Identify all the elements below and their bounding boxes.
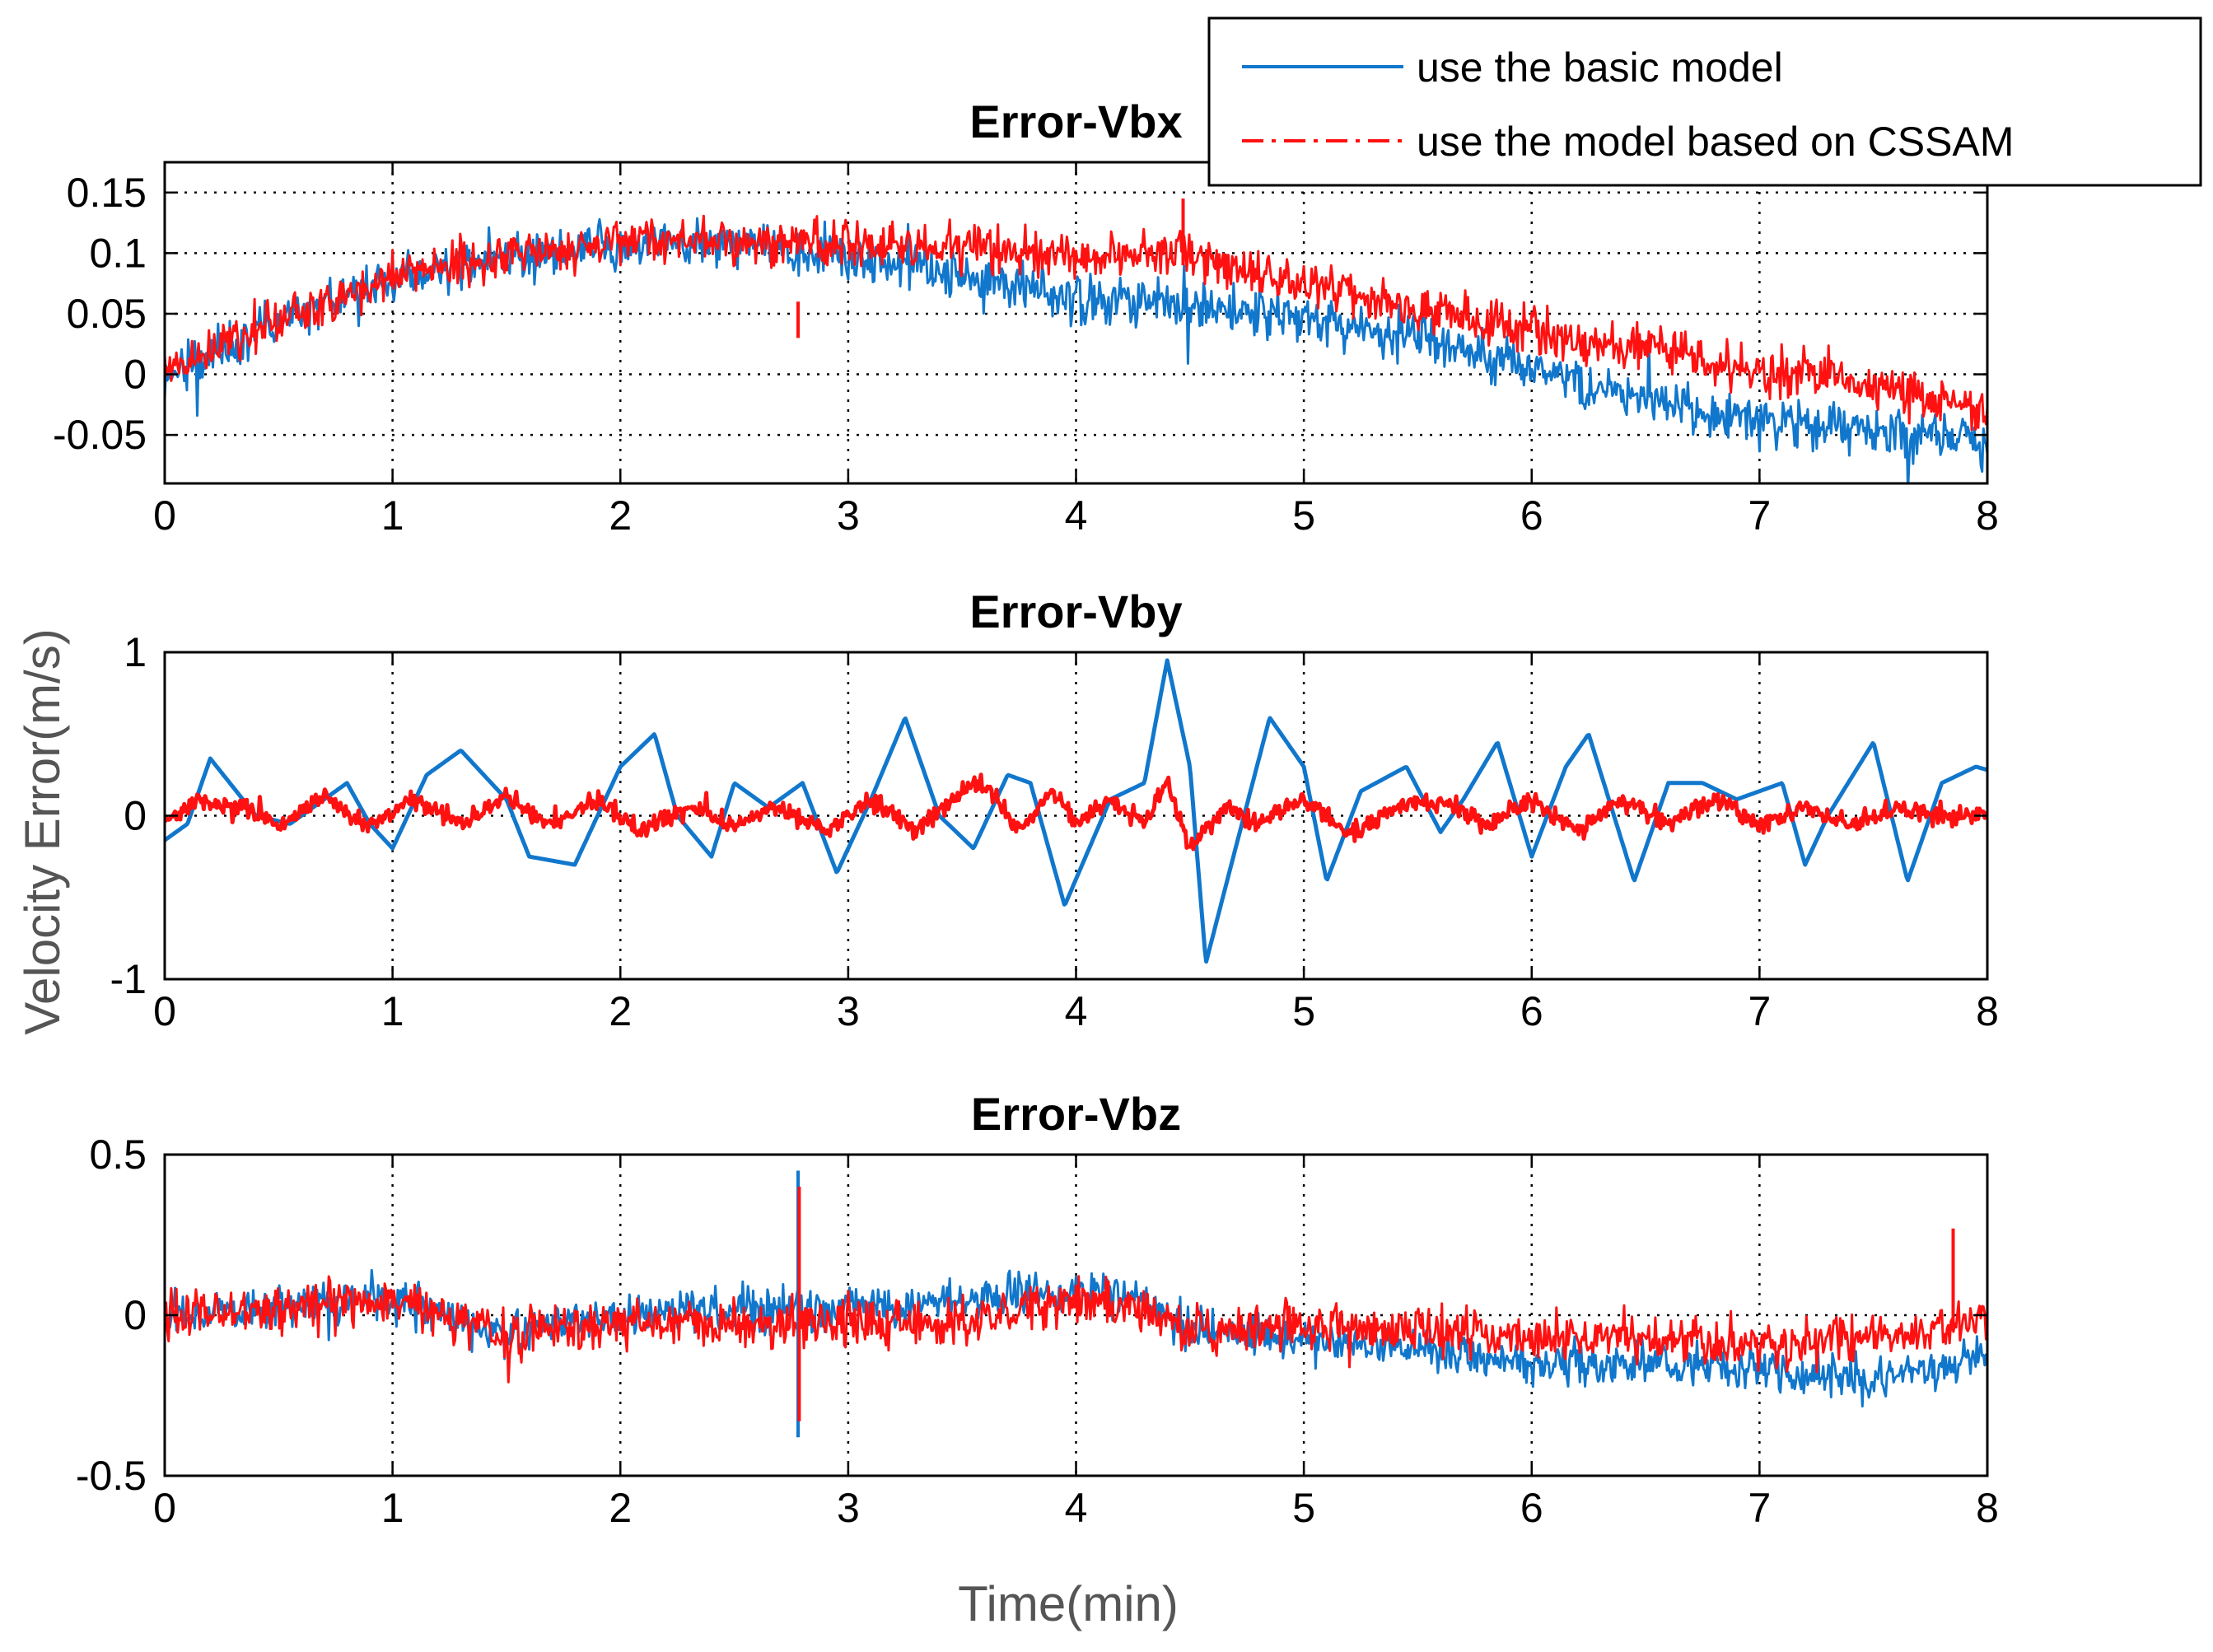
subplot-title: Error-Vbx <box>969 96 1182 147</box>
axes-frame <box>163 651 1989 981</box>
x-tick-label: 4 <box>1065 492 1088 539</box>
axes-frame <box>163 161 1989 485</box>
x-tick-label: 3 <box>837 988 860 1034</box>
axes-frame <box>163 1153 1989 1477</box>
x-tick-label: 2 <box>609 1485 632 1531</box>
y-tick-label: 0.5 <box>89 1132 147 1178</box>
legend-label-basic-model: use the basic model <box>1417 44 1783 91</box>
x-tick-label: 6 <box>1520 1485 1543 1531</box>
x-tick-label: 7 <box>1748 988 1771 1034</box>
y-tick-label: 0 <box>124 793 147 839</box>
series-line-cssam-model <box>165 1275 1987 1384</box>
x-tick-label: 7 <box>1748 492 1771 539</box>
x-tick-label: 1 <box>381 492 404 539</box>
x-tick-label: 3 <box>837 492 860 539</box>
x-tick-label: 5 <box>1292 492 1315 539</box>
x-tick-label: 4 <box>1065 988 1088 1034</box>
x-tick-label: 8 <box>1976 988 1999 1034</box>
subplot-title: Error-Vbz <box>971 1088 1181 1140</box>
y-tick-label: 0 <box>124 1292 147 1338</box>
legend: use the basic model use the model based … <box>1207 16 2202 187</box>
x-tick-label: 4 <box>1065 1485 1088 1531</box>
y-tick-label: 0.05 <box>67 291 147 337</box>
x-tick-label: 2 <box>609 492 632 539</box>
legend-box <box>1207 16 2202 187</box>
x-tick-label: 8 <box>1976 492 1999 539</box>
legend-label-cssam-model: use the model based on CSSAM <box>1417 119 2014 165</box>
x-tick-label: 6 <box>1520 492 1543 539</box>
x-tick-label: 7 <box>1748 1485 1771 1531</box>
y-tick-label: 0.1 <box>89 230 147 276</box>
x-tick-label: 8 <box>1976 1485 1999 1531</box>
y-tick-label: 1 <box>124 629 147 675</box>
x-tick-label: 3 <box>837 1485 860 1531</box>
x-tick-label: 2 <box>609 988 632 1034</box>
x-tick-label: 0 <box>153 1485 176 1531</box>
series-line-basic-model <box>165 1268 1987 1408</box>
subplot-title: Error-Vby <box>969 586 1182 637</box>
y-tick-label: -0.5 <box>76 1453 147 1499</box>
x-tick-label: 0 <box>153 492 176 539</box>
series-group <box>165 658 1987 964</box>
y-tick-label: 0.15 <box>67 170 147 216</box>
x-tick-label: 6 <box>1520 988 1543 1034</box>
y-tick-label: -0.05 <box>53 412 147 458</box>
x-tick-label: 1 <box>381 988 404 1034</box>
x-tick-label: 1 <box>381 1485 404 1531</box>
y-tick-label: 0 <box>124 352 147 398</box>
x-tick-label: 0 <box>153 988 176 1034</box>
series-line-cssam-model <box>165 772 1987 852</box>
series-line-cssam-model <box>165 214 1987 432</box>
x-tick-label: 5 <box>1292 988 1315 1034</box>
series-line-basic-model <box>165 658 1987 964</box>
series-group <box>165 198 1987 483</box>
y-axis-label: Velocity Error(m/s) <box>15 628 70 1034</box>
y-tick-label: -1 <box>110 956 147 1002</box>
x-tick-label: 5 <box>1292 1485 1315 1531</box>
series-group <box>165 1170 1987 1438</box>
series-line-basic-model <box>165 217 1987 483</box>
x-axis-label: Time(min) <box>958 1576 1179 1631</box>
